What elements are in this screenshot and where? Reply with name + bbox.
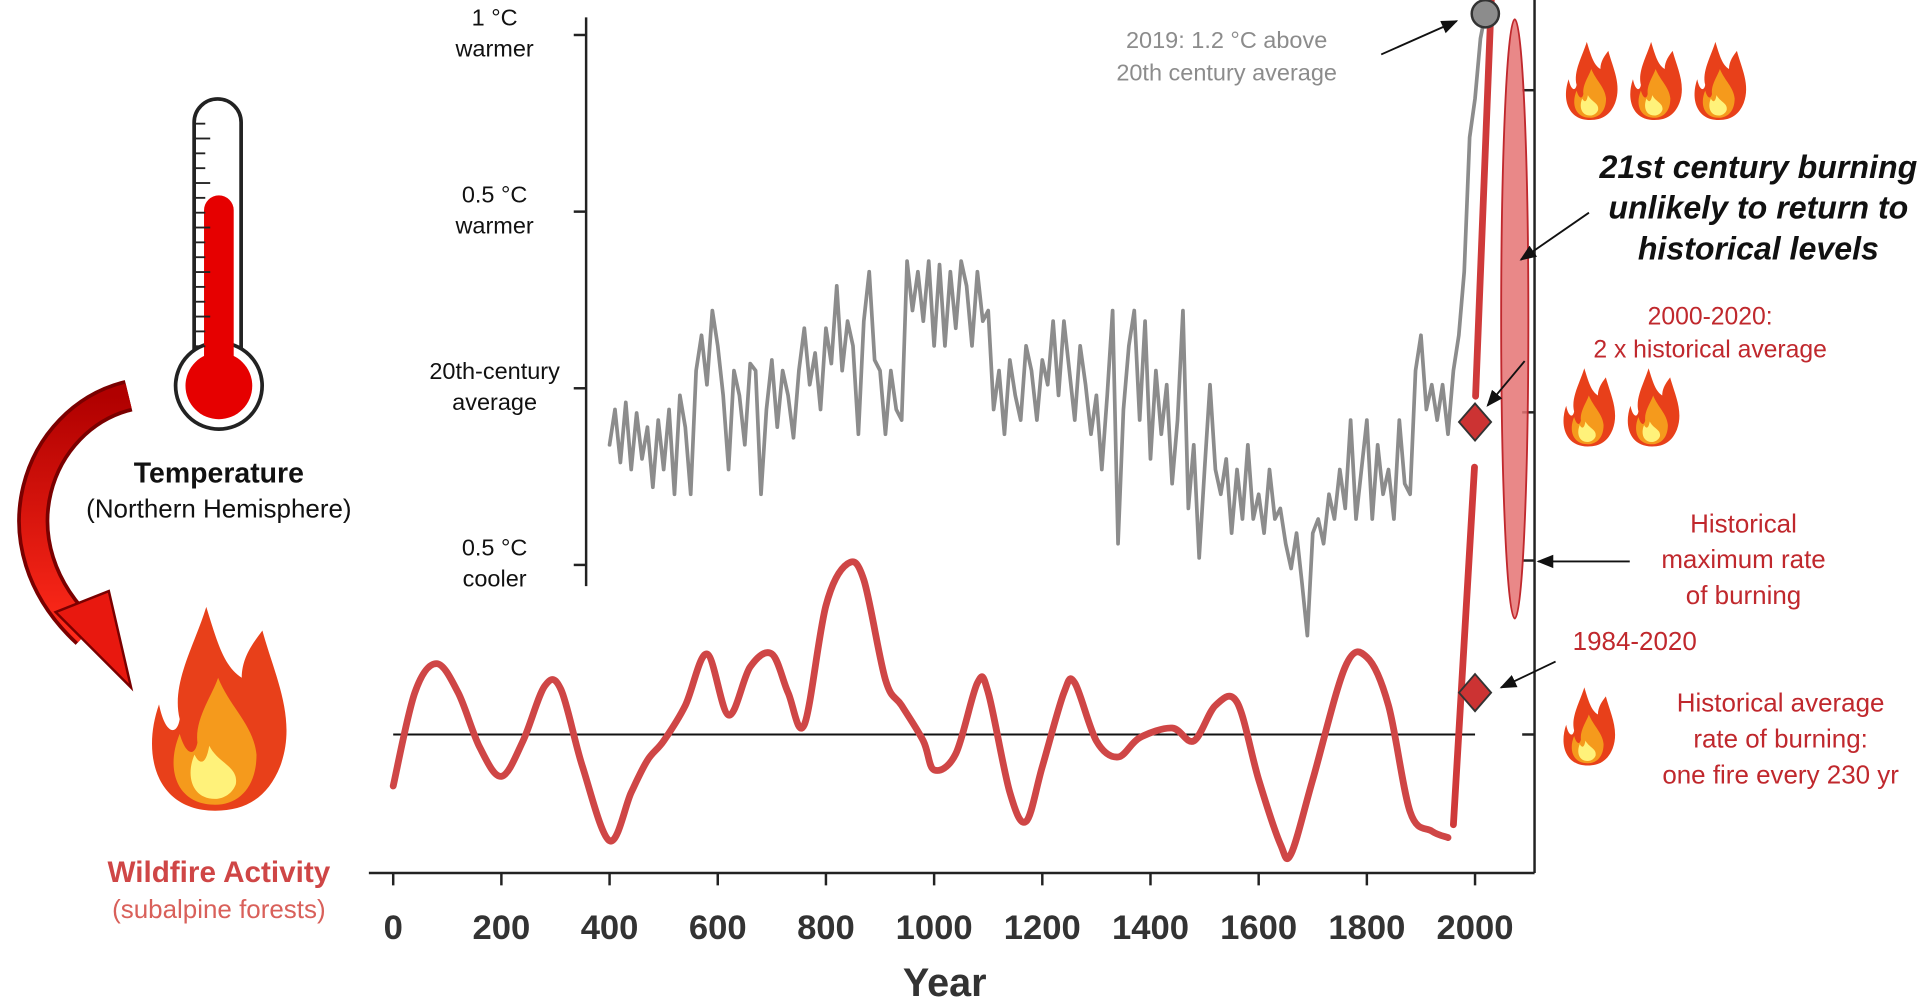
annotation: 2000-2020: xyxy=(1648,303,1773,330)
temperature-point xyxy=(1470,0,1501,29)
temperature-line xyxy=(607,11,1488,638)
curved-arrow-icon xyxy=(17,380,134,692)
fire-line xyxy=(1450,0,1495,829)
y-tick-label: 0.5 °C xyxy=(462,181,528,207)
y-tick-label: average xyxy=(452,389,537,415)
annotation: 2 x historical average xyxy=(1593,337,1827,364)
x-tick-label: 400 xyxy=(581,909,639,947)
x-tick-label: 1800 xyxy=(1328,909,1405,947)
annotation: rate of burning: xyxy=(1693,724,1868,754)
x-tick-label: 200 xyxy=(473,909,531,947)
annotation-arrow xyxy=(1380,20,1459,56)
annotation: 21st century burning xyxy=(1598,149,1917,185)
y2-axis-title: Wildfire Activity xyxy=(107,856,330,889)
x-tick-label: 1000 xyxy=(896,909,973,947)
x-tick-label: 600 xyxy=(689,909,747,947)
x-tick-label: 1400 xyxy=(1112,909,1189,947)
y-tick-label: cooler xyxy=(463,566,527,592)
y-axis-title: Temperature xyxy=(134,457,304,489)
annotation: 20th century average xyxy=(1116,59,1337,85)
annotation-arrow xyxy=(1499,660,1556,689)
x-tick-label: 2000 xyxy=(1437,909,1514,947)
thermometer-icon xyxy=(173,97,265,431)
x-tick-label: 1200 xyxy=(1004,909,1081,947)
x-axis-title: Year xyxy=(903,961,987,1000)
annotation-arrow xyxy=(1519,211,1590,261)
x-tick-label: 0 xyxy=(384,909,403,947)
annotation: one fire every 230 yr xyxy=(1662,759,1899,789)
annotation: unlikely to return to xyxy=(1608,190,1908,226)
annotation: Historical xyxy=(1690,508,1797,538)
annotation: of burning xyxy=(1686,580,1801,610)
annotation: 1984-2020 xyxy=(1573,626,1697,656)
y-tick-label: 1 °C xyxy=(472,5,518,31)
period-marker xyxy=(1457,672,1493,713)
fire-line xyxy=(389,558,1452,862)
y2-axis-title: (subalpine forests) xyxy=(112,894,326,924)
period-marker xyxy=(1457,402,1493,442)
y-tick-label: 20th-century xyxy=(429,358,560,384)
y-axis-title: (Northern Hemisphere) xyxy=(86,494,351,524)
annotation: historical levels xyxy=(1638,231,1879,267)
x-tick-label: 800 xyxy=(797,909,855,947)
y-tick-label: warmer xyxy=(454,212,533,238)
annotation: 2019: 1.2 °C above xyxy=(1126,27,1327,53)
y-tick-label: 0.5 °C xyxy=(462,535,528,561)
projection-range xyxy=(1500,18,1530,620)
annotation: maximum rate xyxy=(1661,544,1825,574)
x-tick-label: 1600 xyxy=(1220,909,1297,947)
y-tick-label: warmer xyxy=(454,36,533,62)
annotation-arrow xyxy=(1486,360,1526,407)
annotation: Historical average xyxy=(1677,688,1885,718)
